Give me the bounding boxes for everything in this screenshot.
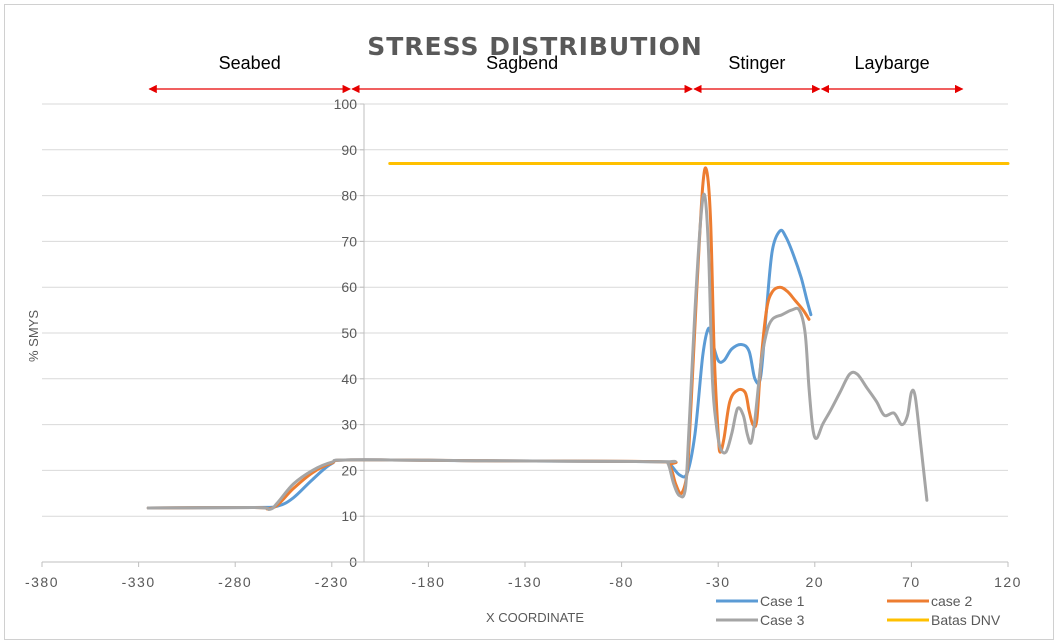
x-tick-label: -280: [218, 574, 252, 590]
gridlines: [42, 103, 1008, 563]
y-tick-label: 40: [341, 371, 357, 387]
region-label-stinger: Stinger: [728, 53, 785, 73]
y-tick-label: 90: [341, 142, 357, 158]
legend-label-case-3: Case 3: [760, 612, 805, 628]
region-label-laybarge: Laybarge: [855, 53, 930, 73]
series-line-case-3: [146, 192, 929, 511]
y-tick-label: 30: [341, 417, 357, 433]
y-tick-label: 70: [341, 233, 357, 249]
x-axis-title: X COORDINATE: [486, 610, 584, 625]
legend-label-batas-dnv: Batas DNV: [931, 612, 1001, 628]
legend: Case 1 case 2 Case 3 Batas DNV: [716, 593, 1001, 628]
x-tick-label: 120: [994, 574, 1022, 590]
y-tick-label: 10: [341, 508, 357, 524]
legend-label-case-1: Case 1: [760, 593, 805, 609]
x-tick-label: -230: [315, 574, 349, 590]
y-tick-label: 20: [341, 462, 357, 478]
x-tick-label: -80: [609, 574, 634, 590]
region-label-seabed: Seabed: [219, 53, 281, 73]
x-tick-label: -180: [411, 574, 445, 590]
series-lines: [146, 162, 1010, 511]
x-tick-label: -130: [508, 574, 542, 590]
x-tick-label: -30: [706, 574, 731, 590]
chart-frame: [4, 4, 1054, 640]
y-tick-label: 50: [341, 325, 357, 341]
region-annotations: Seabed Sagbend Stinger Laybarge: [148, 53, 964, 94]
y-tick-label: 100: [334, 96, 358, 112]
y-axis-title: % SMYS: [26, 310, 41, 362]
x-tick-label: -380: [25, 574, 59, 590]
legend-label-case-2: case 2: [931, 593, 972, 609]
x-tick-label: 20: [806, 574, 825, 590]
y-tick-label: 80: [341, 188, 357, 204]
region-label-sagbend: Sagbend: [486, 53, 558, 73]
chart-title: STRESS DISTRIBUTION: [367, 32, 703, 61]
x-tick-label: 70: [902, 574, 921, 590]
x-tick-label: -330: [122, 574, 156, 590]
y-tick-label: 60: [341, 279, 357, 295]
